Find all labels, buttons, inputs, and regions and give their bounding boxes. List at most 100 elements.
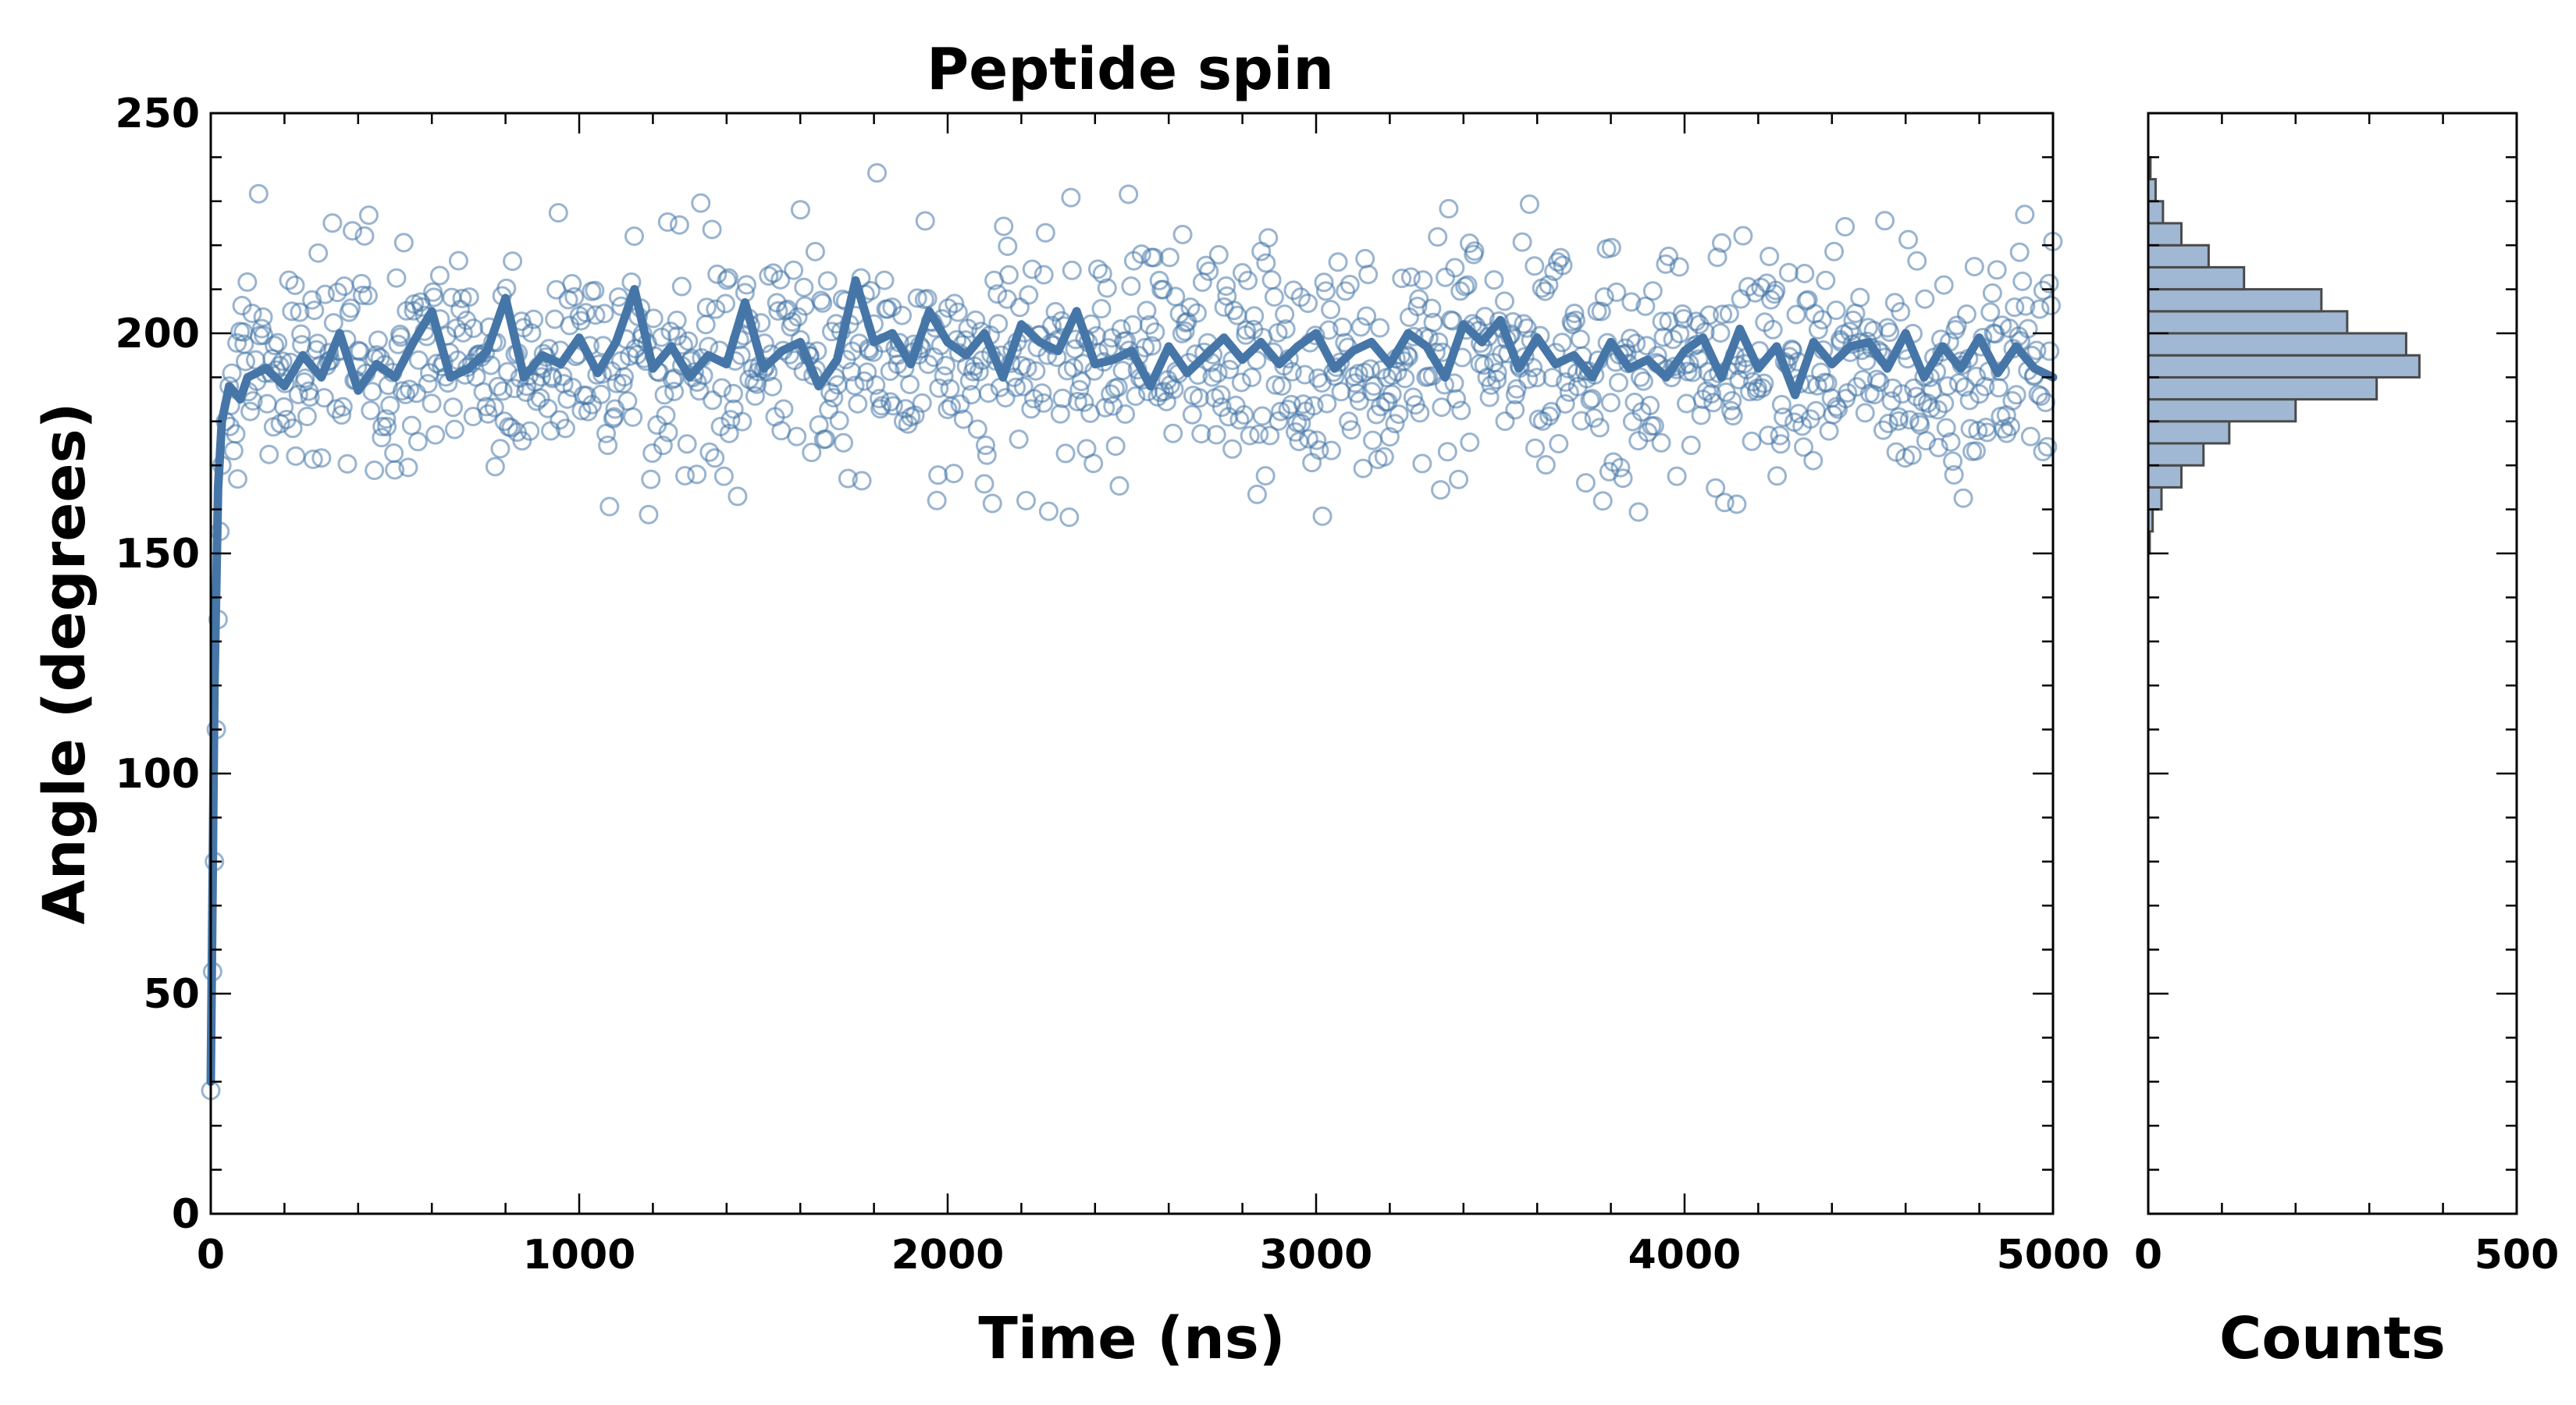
scatter-point bbox=[1318, 320, 1339, 340]
scatter-point bbox=[883, 396, 903, 416]
scatter-point bbox=[332, 405, 352, 425]
scatter-point bbox=[1570, 329, 1590, 350]
scatter-point bbox=[1811, 362, 1831, 382]
scatter-point bbox=[1626, 333, 1646, 354]
scatter-point bbox=[802, 443, 822, 463]
scatter-point bbox=[1652, 311, 1672, 332]
scatter-point bbox=[1347, 383, 1367, 404]
scatter-point bbox=[1219, 359, 1240, 379]
scatter-point bbox=[720, 410, 741, 430]
scatter-point bbox=[1349, 391, 1369, 411]
scatter-point bbox=[464, 318, 484, 339]
scatter-point bbox=[1149, 270, 1169, 290]
scatter-point bbox=[2012, 271, 2033, 291]
scatter-point bbox=[2005, 297, 2025, 318]
running-average-line-layer bbox=[206, 276, 2058, 1087]
scatter-point bbox=[805, 241, 825, 261]
scatter-point bbox=[1651, 432, 1671, 453]
scatter-point bbox=[717, 270, 737, 290]
scatter-point bbox=[1321, 300, 1341, 320]
scatter-point bbox=[1891, 301, 1911, 322]
scatter-point bbox=[1881, 391, 1902, 411]
scatter-point bbox=[1699, 305, 1720, 325]
scatter-point bbox=[658, 422, 678, 443]
scatter-point bbox=[768, 301, 788, 321]
scatter-point bbox=[1941, 432, 1961, 452]
scatter-point bbox=[1363, 430, 1383, 450]
scatter-point bbox=[222, 363, 242, 383]
scatter-point bbox=[393, 233, 414, 253]
scatter-point bbox=[1947, 315, 1967, 336]
scatter-point bbox=[408, 350, 429, 370]
scatter-point bbox=[1719, 304, 1739, 324]
scatter-point bbox=[1514, 314, 1534, 334]
scatter-point bbox=[1888, 407, 1909, 427]
scatter-point bbox=[1824, 241, 1845, 261]
scatter-point bbox=[1856, 351, 1877, 372]
scatter-point bbox=[1231, 372, 1251, 393]
scatter-point bbox=[279, 270, 299, 290]
scatter-point bbox=[664, 382, 685, 402]
scatter-point bbox=[1819, 421, 1839, 441]
scatter-point bbox=[1095, 397, 1115, 418]
scatter-point bbox=[237, 272, 258, 292]
scatter-point bbox=[1175, 321, 1195, 341]
scatter-point bbox=[892, 305, 913, 325]
scatter-point bbox=[1613, 468, 1633, 489]
scatter-point bbox=[308, 243, 329, 263]
scatter-point bbox=[723, 383, 743, 404]
scatter-point bbox=[1875, 211, 1895, 231]
scatter-point bbox=[1264, 286, 1284, 307]
scatter-point bbox=[1451, 400, 1471, 421]
scatter-point bbox=[782, 311, 802, 332]
scatter-point bbox=[1307, 430, 1327, 450]
scatter-point bbox=[1191, 424, 1212, 444]
scatter-point bbox=[1145, 322, 1165, 342]
scatter-point bbox=[1812, 310, 1832, 330]
scatter-point bbox=[1389, 404, 1409, 425]
scatter-point bbox=[1432, 397, 1452, 418]
scatter-point bbox=[1309, 440, 1329, 461]
scatter-point bbox=[1475, 307, 1495, 327]
scatter-point bbox=[407, 383, 427, 404]
scatter-point bbox=[1326, 357, 1347, 377]
scatter-point bbox=[543, 368, 563, 389]
scatter-point bbox=[1180, 297, 1201, 318]
scatter-point bbox=[1052, 388, 1073, 408]
scatter-point bbox=[1980, 302, 2001, 322]
scatter-point bbox=[1159, 247, 1179, 268]
scatter-point bbox=[1238, 270, 1258, 290]
scatter-point bbox=[1659, 246, 1679, 266]
scatter-point bbox=[1224, 301, 1244, 321]
scatter-point bbox=[459, 287, 479, 308]
scatter-point bbox=[1937, 375, 1958, 396]
scatter-point bbox=[386, 268, 407, 288]
scatter-point bbox=[1553, 255, 1573, 276]
scatter-point bbox=[1566, 310, 1586, 330]
scatter-point bbox=[1131, 244, 1151, 265]
scatter-point bbox=[845, 375, 865, 396]
scatter-point bbox=[944, 464, 964, 484]
scatter-point bbox=[1092, 264, 1112, 284]
scatter-point bbox=[538, 398, 558, 418]
scatter-point bbox=[1069, 379, 1090, 400]
scatter-point bbox=[848, 393, 868, 414]
scatter-point bbox=[977, 445, 997, 465]
scatter-point bbox=[995, 388, 1016, 408]
scatter-point bbox=[866, 375, 886, 395]
scatter-point bbox=[333, 397, 353, 417]
scatter-point bbox=[998, 236, 1018, 256]
scatter-point bbox=[425, 425, 446, 445]
scatter-point bbox=[1172, 323, 1192, 343]
scatter-point bbox=[867, 162, 888, 183]
scatter-point bbox=[687, 464, 707, 485]
scatter-point bbox=[548, 203, 568, 223]
scatter-point bbox=[1759, 247, 1780, 267]
scatter-point bbox=[1487, 370, 1507, 390]
scatter-point bbox=[732, 411, 753, 432]
scatter-point bbox=[2033, 280, 2053, 301]
scatter-point bbox=[1017, 357, 1037, 378]
scatter-point bbox=[705, 448, 725, 468]
scatter-point bbox=[702, 219, 722, 240]
scatter-point bbox=[1112, 361, 1133, 381]
